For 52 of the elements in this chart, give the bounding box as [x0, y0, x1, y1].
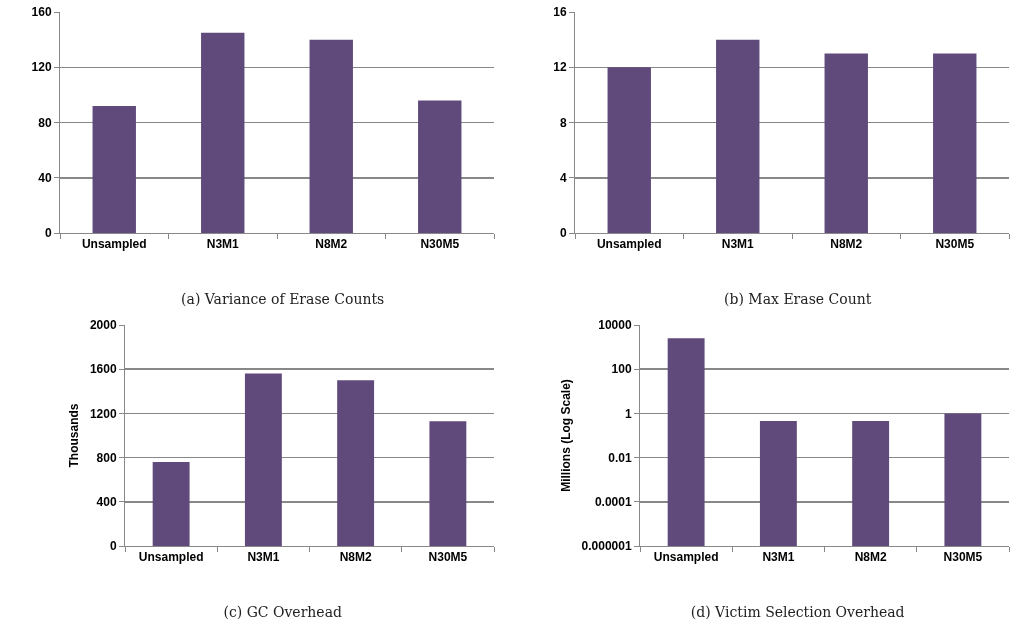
x-tick-label: N8M2 — [830, 237, 863, 252]
x-tick-label: Unsampled — [596, 237, 662, 252]
y-tick-label: 1600 — [89, 362, 117, 377]
y-tick-label: 1 — [624, 406, 632, 421]
y-tick-label: 120 — [31, 60, 52, 75]
y-tick-label: 0.01 — [608, 450, 632, 465]
bar — [92, 105, 136, 233]
text: (c) GC Overhead — [223, 603, 342, 620]
text: (d) Victim Selection Overhead — [690, 603, 905, 620]
x-tick-label: N30M5 — [943, 550, 983, 565]
x-tick-label: N30M5 — [420, 237, 460, 252]
y-tick-label: 40 — [38, 170, 52, 185]
bar — [309, 39, 353, 233]
y-tick-label: 10000 — [598, 318, 632, 333]
y-tick-label: 0 — [44, 226, 52, 241]
y-tick-label: 2000 — [89, 318, 117, 333]
y-tick-label: 12 — [553, 60, 567, 75]
y-tick-label: 0.0001 — [594, 495, 632, 509]
x-tick-label: Unsampled — [653, 550, 719, 565]
y-tick-label: 16 — [553, 5, 567, 20]
x-tick-label: N3M1 — [721, 237, 755, 252]
x-tick-label: N30M5 — [935, 237, 975, 252]
y-tick-label: 8 — [559, 115, 567, 130]
y-tick-label: 80 — [38, 115, 52, 130]
bar — [201, 32, 245, 233]
bar — [418, 100, 462, 233]
bar — [152, 462, 190, 546]
bar — [337, 380, 375, 546]
x-tick-label: N30M5 — [428, 550, 468, 565]
y-axis-title: Millions (Log Scale) — [558, 379, 573, 492]
y-tick-label: 0 — [109, 539, 117, 554]
y-tick-label: 160 — [31, 5, 52, 20]
y-tick-label: 100 — [611, 362, 632, 377]
y-tick-label: 1200 — [89, 406, 117, 421]
x-tick-label: N3M1 — [247, 550, 280, 565]
y-tick-label: 4 — [559, 170, 567, 185]
bar — [244, 373, 282, 546]
y-tick-label: 0.000001 — [581, 539, 632, 554]
x-tick-label: N8M2 — [339, 550, 372, 565]
text: (a) Variance of Erase Counts — [181, 290, 385, 307]
y-tick-label: 800 — [96, 450, 117, 465]
x-tick-label: Unsampled — [138, 550, 204, 565]
bar — [429, 421, 467, 546]
x-tick-label: N8M2 — [315, 237, 348, 252]
text: (b) Max Erase Count — [724, 290, 872, 307]
y-tick-label: 400 — [96, 495, 117, 509]
x-tick-label: N8M2 — [854, 550, 887, 565]
x-tick-label: N3M1 — [762, 550, 795, 565]
x-tick-label: Unsampled — [81, 237, 147, 252]
x-tick-label: N3M1 — [206, 237, 240, 252]
y-tick-label: 0 — [559, 226, 567, 241]
y-axis-title: Thousands — [67, 403, 82, 468]
